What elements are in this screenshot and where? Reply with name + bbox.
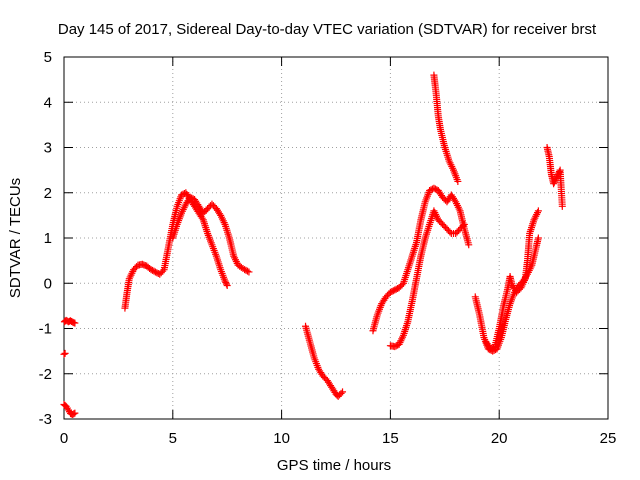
data-point — [460, 220, 468, 228]
data-point — [244, 267, 252, 275]
data-series-arc-12 — [543, 144, 566, 210]
data-point — [61, 349, 69, 357]
y-tick-label: 4 — [44, 94, 52, 111]
y-tick-labels: -3 -2 -1 0 1 2 3 4 5 — [39, 49, 52, 428]
y-tick-label: 2 — [44, 185, 52, 202]
data-series-arc-5 — [169, 193, 253, 276]
data-series-arc-9 — [430, 71, 462, 185]
y-tick-label: 5 — [44, 49, 52, 66]
data-point — [534, 207, 542, 215]
y-axis-label: SDTVAR / TECUs — [7, 178, 24, 298]
y-tick-label: -1 — [39, 321, 52, 338]
grid — [64, 57, 608, 419]
data-series-arc-6 — [302, 322, 347, 400]
data-point — [71, 319, 79, 327]
data-point — [198, 214, 206, 222]
data-series-arc-8 — [386, 207, 468, 351]
data-points — [60, 71, 566, 418]
chart-title: Day 145 of 2017, Sidereal Day-to-day VTE… — [58, 21, 597, 38]
x-tick-label: 10 — [273, 430, 290, 447]
data-point — [465, 241, 473, 249]
x-tick-label: 20 — [491, 430, 508, 447]
y-tick-label: 3 — [44, 140, 52, 157]
data-point — [245, 268, 253, 276]
data-point — [159, 267, 167, 275]
x-tick-label: 5 — [169, 430, 177, 447]
data-series-arc-11 — [482, 207, 542, 353]
y-tick-label: 0 — [44, 275, 52, 292]
x-axis-label: GPS time / hours — [277, 457, 391, 474]
data-series-arc-3 — [60, 401, 79, 418]
data-series-arc-2 — [60, 316, 79, 327]
data-point — [550, 180, 558, 188]
x-tick-labels: 0 5 10 15 20 25 — [60, 430, 617, 447]
data-point — [553, 174, 561, 182]
y-tick-label: 1 — [44, 230, 52, 247]
data-point — [339, 388, 347, 396]
y-tick-label: -3 — [39, 411, 52, 428]
data-point — [454, 177, 462, 185]
data-point — [223, 282, 231, 290]
data-point — [451, 196, 459, 204]
y-tick-label: -2 — [39, 366, 52, 383]
data-point — [534, 234, 542, 242]
data-point — [459, 222, 467, 230]
x-tick-label: 0 — [60, 430, 68, 447]
data-point — [550, 178, 558, 186]
data-point — [70, 410, 78, 418]
tick-marks — [63, 56, 609, 420]
x-tick-label: 15 — [382, 430, 399, 447]
data-point — [446, 228, 454, 236]
data-series-arc-1 — [60, 349, 69, 358]
data-point — [71, 409, 79, 417]
data-point — [60, 350, 68, 358]
data-point — [221, 277, 229, 285]
data-point — [216, 210, 224, 218]
x-tick-label: 25 — [600, 430, 617, 447]
data-point — [222, 278, 230, 286]
data-series-arc-7 — [369, 184, 473, 335]
data-point — [337, 389, 345, 397]
data-point — [222, 280, 230, 288]
data-point — [558, 202, 566, 210]
